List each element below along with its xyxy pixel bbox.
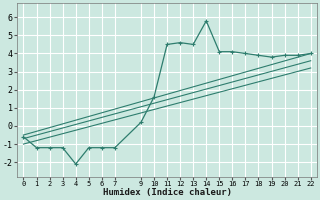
X-axis label: Humidex (Indice chaleur): Humidex (Indice chaleur) bbox=[103, 188, 232, 197]
